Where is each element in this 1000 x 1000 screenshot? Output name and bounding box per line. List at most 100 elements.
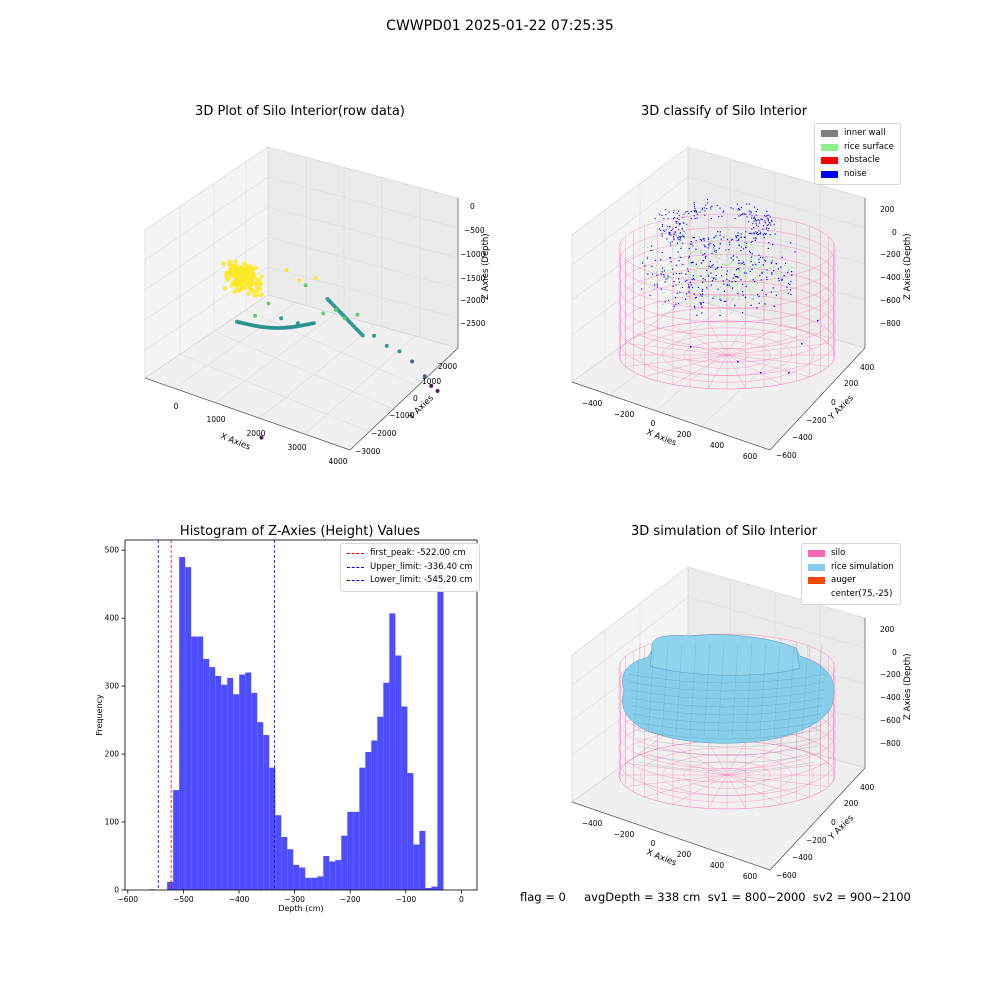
rice-surface-point: [749, 304, 751, 307]
data-point: [227, 259, 232, 265]
rice-surface-point: [690, 263, 693, 265]
rice-surface-point: [745, 265, 747, 267]
noise-point: [650, 245, 653, 247]
rice-surface-point: [696, 277, 698, 279]
noise-point: [710, 206, 712, 208]
histogram-bar: [245, 672, 252, 890]
noise-point: [738, 244, 740, 247]
rice-surface-point: [719, 310, 722, 312]
noise-point: [751, 217, 753, 219]
data-point: [355, 312, 360, 317]
rice-surface-point: [770, 234, 773, 236]
histogram-bar: [233, 694, 240, 890]
histogram-bar: [281, 836, 288, 890]
noise-point: [768, 221, 770, 224]
rice-surface-point: [647, 246, 649, 249]
rice-surface-point: [651, 249, 653, 251]
rice-surface-point: [696, 267, 699, 269]
rice-surface-point: [733, 277, 735, 280]
noise-point: [740, 249, 742, 252]
noise-point: [730, 239, 732, 241]
legend-label: Upper_limit: -336.40 cm: [370, 561, 473, 572]
rice-surface-point: [672, 298, 674, 300]
noise-point: [766, 210, 768, 212]
noise-point: [745, 285, 747, 288]
mesh-line: [633, 643, 641, 737]
classify-xtick: 200: [677, 430, 692, 439]
floor-spoke: [672, 354, 728, 385]
noise-point: [732, 277, 734, 279]
rice-surface-point: [761, 296, 763, 298]
rice-surface-point: [687, 236, 689, 238]
noise-point: [675, 231, 677, 233]
noise-point: [731, 281, 733, 283]
noise-point: [757, 208, 759, 210]
noise-point: [715, 274, 717, 277]
rice-surface-point: [745, 259, 747, 261]
noise-point: [705, 204, 707, 206]
rice-surface-point: [768, 268, 771, 270]
noise-point: [757, 233, 760, 235]
noise-point: [641, 262, 644, 264]
noise-point: [656, 274, 658, 276]
noise-point: [702, 259, 704, 262]
rice-surface-point: [732, 298, 734, 300]
noise-point: [684, 211, 687, 213]
rice-surface-point: [784, 247, 786, 249]
noise-point: [748, 203, 750, 205]
histogram-bar: [395, 655, 402, 890]
legend-item-center: center(75,-25): [808, 588, 894, 602]
raw-xtick: 2000: [246, 429, 265, 438]
noise-point: [700, 303, 702, 305]
noise-point: [728, 280, 730, 282]
noise-point: [781, 256, 783, 259]
noise-point: [659, 214, 661, 216]
noise-point: [743, 272, 745, 274]
histogram-bar: [197, 636, 204, 890]
panel-title-simulation: 3D simulation of Silo Interior: [631, 524, 817, 539]
rice-surface-point: [710, 259, 712, 261]
noise-point: [758, 261, 760, 263]
noise-point: [759, 222, 761, 224]
rice-surface-point: [745, 283, 748, 286]
noise-point: [688, 247, 690, 250]
noise-point: [770, 291, 772, 293]
noise-point: [661, 267, 664, 269]
noise-point: [695, 296, 697, 299]
noise-point: [771, 273, 773, 275]
wall-ring: [618, 267, 836, 336]
noise-point: [670, 234, 672, 236]
noise-point: [663, 218, 665, 220]
noise-point: [732, 255, 735, 257]
mesh-line: [630, 697, 824, 708]
line-swatch: [347, 566, 364, 568]
noise-point: [788, 372, 790, 374]
noise-point: [755, 214, 757, 216]
noise-point: [692, 245, 694, 247]
noise-point: [755, 220, 757, 222]
noise-point: [706, 269, 708, 271]
histogram-bar: [425, 887, 432, 890]
noise-point: [750, 241, 752, 243]
noise-point: [762, 228, 764, 230]
noise-point: [748, 221, 750, 223]
data-point: [259, 292, 264, 297]
noise-point: [774, 233, 776, 235]
noise-point: [767, 220, 769, 222]
noise-point: [735, 236, 737, 238]
noise-point: [707, 247, 709, 249]
rice-surface-point: [739, 247, 741, 249]
rice-surface-point: [649, 255, 651, 257]
panel-title-histogram: Histogram of Z-Axies (Height) Values: [179, 524, 421, 539]
noise-point: [688, 286, 690, 288]
noise-point: [691, 278, 693, 280]
histogram-bar: [293, 864, 300, 890]
noise-point: [669, 257, 671, 259]
noise-point: [766, 276, 768, 278]
mesh-line: [635, 737, 819, 748]
noise-point: [753, 233, 755, 235]
swatch: [821, 130, 838, 138]
sim-xlabel: X Axies: [645, 848, 678, 869]
noise-point: [710, 208, 712, 210]
noise-point: [751, 240, 753, 242]
